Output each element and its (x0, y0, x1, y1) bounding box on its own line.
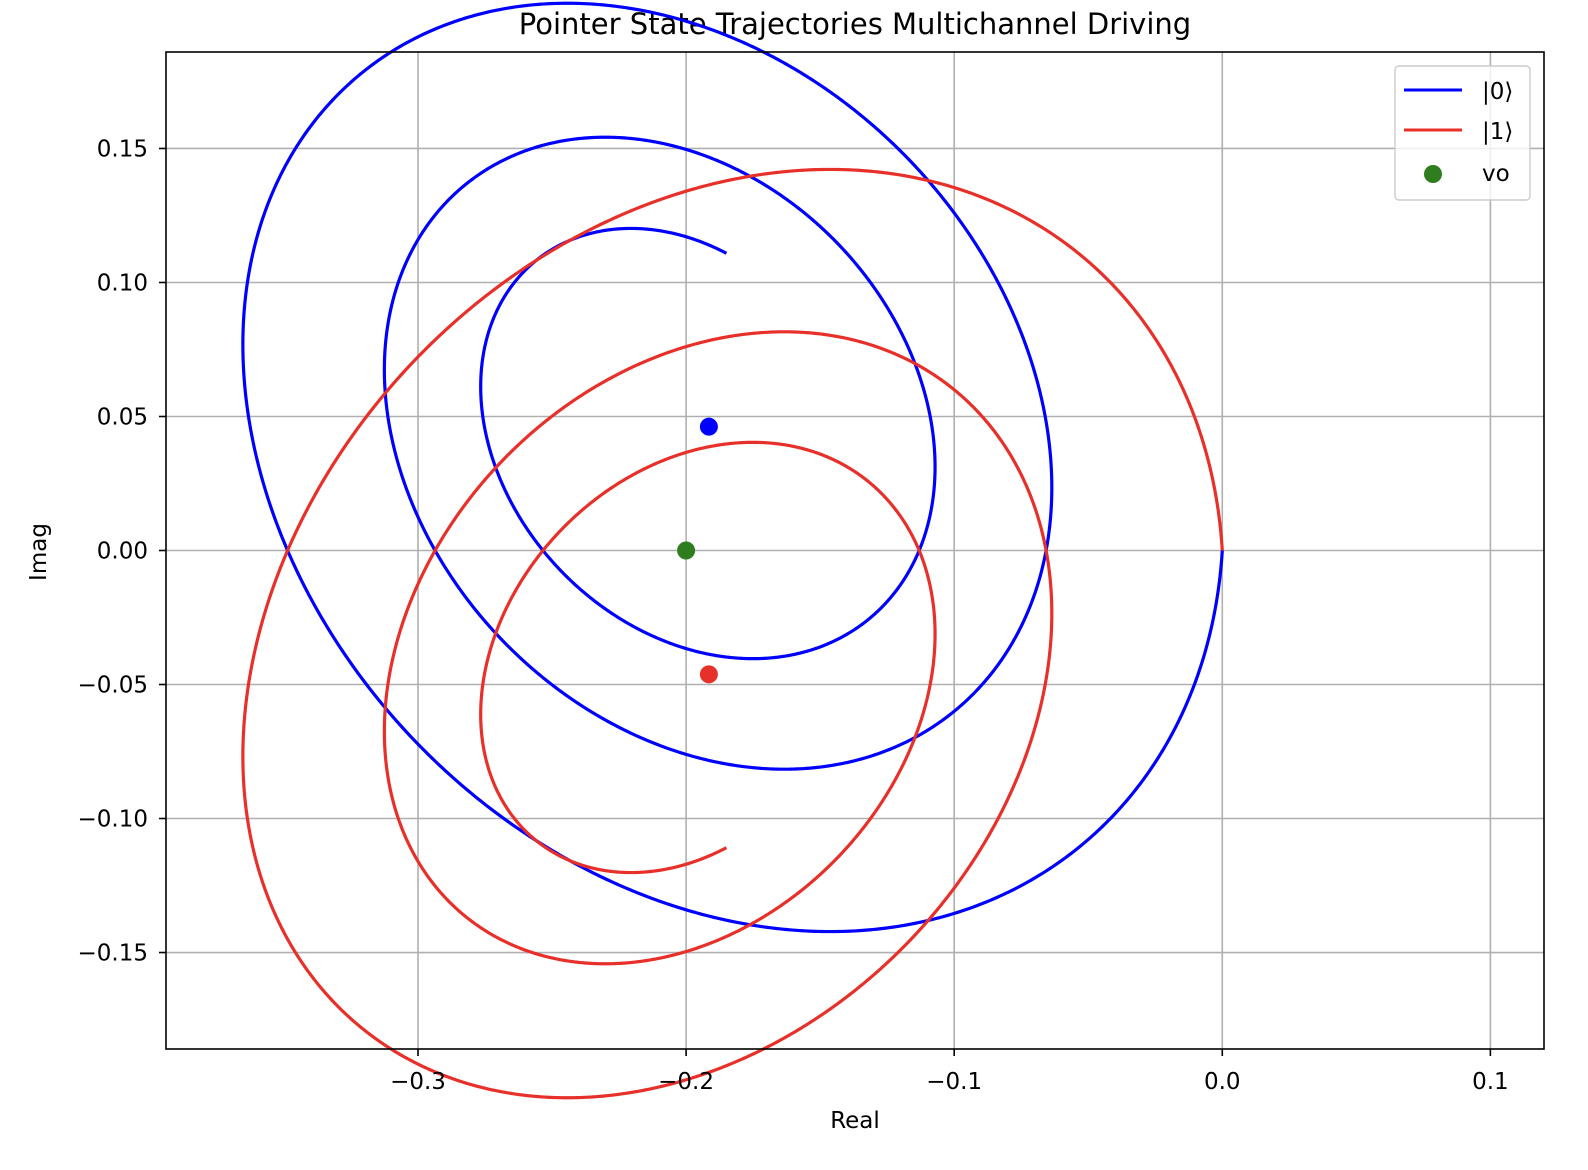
scatter-point-vo (677, 541, 696, 560)
trajectory-endpoint-0 (699, 417, 718, 436)
grid (166, 52, 1544, 1049)
y-axis-ticks: −0.15 −0.10 −0.05 0.00 0.05 0.10 0.15 (78, 136, 166, 967)
plot-series (241, 1, 1224, 1100)
trajectory-endpoint-1 (699, 665, 718, 684)
x-tick-label: −0.2 (658, 1069, 714, 1095)
y-tick-label: 0.05 (97, 404, 148, 430)
legend-swatch-vo (1424, 165, 1442, 183)
y-tick-label: −0.10 (78, 807, 148, 833)
trajectory-line-1 (241, 167, 1224, 1100)
trajectory-line-0 (241, 1, 1224, 934)
x-tick-label: 0.0 (1204, 1069, 1241, 1095)
y-tick-label: 0.15 (97, 136, 148, 162)
legend-label-state-1: |1⟩ (1482, 119, 1513, 145)
x-axis-ticks: −0.3 −0.2 −0.1 0.0 0.1 (390, 1049, 1509, 1095)
y-tick-label: 0.10 (97, 270, 148, 296)
y-axis-label: Imag (26, 523, 52, 581)
y-tick-label: 0.00 (97, 539, 148, 565)
y-tick-label: −0.15 (78, 941, 148, 967)
chart-title: Pointer State Trajectories Multichannel … (519, 7, 1191, 41)
x-tick-label: −0.3 (390, 1069, 446, 1095)
x-tick-label: −0.1 (926, 1069, 982, 1095)
y-tick-label: −0.05 (78, 673, 148, 699)
legend: |0⟩ |1⟩ vo (1394, 65, 1531, 201)
x-axis-label: Real (830, 1108, 880, 1134)
x-tick-label: 0.1 (1472, 1069, 1509, 1095)
legend-label-vo: vo (1482, 161, 1510, 187)
legend-label-state-0: |0⟩ (1482, 79, 1513, 105)
